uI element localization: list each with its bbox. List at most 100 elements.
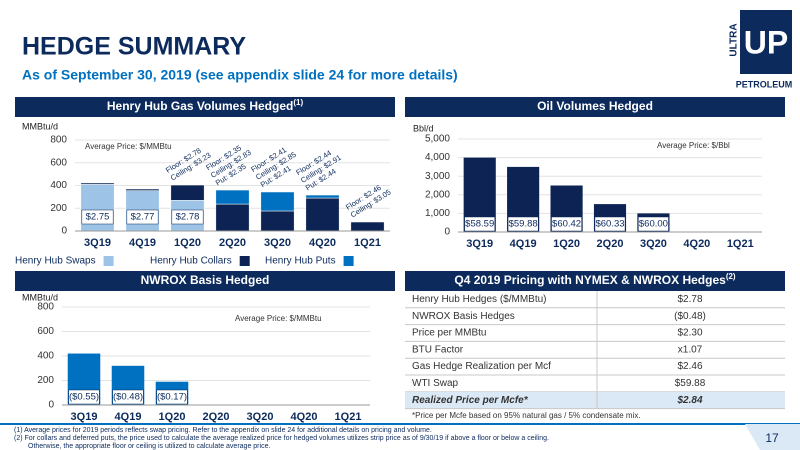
logo-mark: UP [744, 24, 788, 60]
y-tick-label: 2,000 [425, 189, 450, 200]
price-label-box [638, 216, 669, 232]
x-tick-label: 3Q19 [71, 411, 98, 423]
bar-segment [350, 221, 385, 232]
x-tick-label: 1Q21 [354, 237, 381, 249]
bar-segment [305, 194, 340, 199]
bar-segment [305, 197, 340, 232]
table-label: Price per MMBtu [412, 328, 486, 339]
price-label: $2.77 [131, 212, 155, 223]
table-label: Henry Hub Hedges ($/MMBtu) [412, 294, 547, 305]
y-tick-label: 0 [48, 400, 54, 411]
x-tick-label: 2Q20 [203, 411, 230, 423]
price-label-box [68, 389, 100, 405]
y-tick-label: 4,000 [425, 152, 450, 163]
y-tick-label: 200 [37, 375, 54, 386]
y-tick-label: 3,000 [425, 171, 450, 182]
x-tick-label: 3Q19 [466, 238, 493, 250]
bar-segment [260, 210, 295, 232]
panel-title: Q4 2019 Pricing with NYMEX & NWROX Hedge… [454, 272, 736, 287]
x-tick-label: 1Q20 [159, 411, 186, 423]
panel-title: Oil Volumes Hedged [537, 99, 653, 113]
y-tick-label: 800 [50, 135, 67, 146]
y-axis-label: MMBtu/d [22, 121, 58, 131]
price-label: $2.78 [176, 212, 200, 223]
table-label: NWROX Basis Hedges [412, 311, 515, 322]
x-tick-label: 4Q19 [115, 411, 142, 423]
y-tick-label: 200 [50, 203, 67, 214]
panel-title: NWROX Basis Hedged [141, 273, 270, 287]
legend-swatch [103, 256, 114, 266]
logo-box [740, 10, 792, 74]
y-tick-label: 0 [444, 227, 450, 238]
price-label: ($0.48) [113, 392, 143, 403]
panel-header [15, 97, 395, 117]
price-label: ($0.55) [69, 392, 99, 403]
table-value: $59.88 [675, 378, 706, 389]
price-label-box [126, 209, 159, 225]
panel-header [405, 97, 785, 117]
footnote: (1) Average prices for 2019 periods refl… [14, 427, 432, 434]
legend-label: Henry Hub Puts [265, 256, 336, 267]
x-tick-label: 1Q20 [174, 237, 201, 249]
x-tick-label: 3Q19 [84, 237, 111, 249]
y-tick-label: 400 [50, 180, 67, 191]
y-tick-label: 800 [37, 302, 54, 313]
table-value: $2.30 [677, 328, 702, 339]
bar-segment [80, 182, 115, 185]
price-label-box [594, 216, 626, 232]
slide-subtitle: As of September 30, 2019 (see appendix s… [22, 67, 458, 83]
table-footnote: *Price per Mcfe based on 95% natural gas… [412, 411, 641, 420]
x-tick-label: 1Q20 [553, 238, 580, 250]
x-tick-label: 4Q20 [291, 411, 318, 423]
panel-title: Henry Hub Gas Volumes Hedged(1) [107, 98, 304, 113]
price-label: $59.88 [509, 219, 538, 230]
x-tick-label: 1Q21 [335, 411, 362, 423]
table-label: Realized Price per Mcfe* [412, 395, 529, 406]
chart-note: Average Price: $/Bbl [657, 141, 730, 150]
price-label-box [507, 216, 539, 232]
table-value: $2.84 [676, 395, 702, 406]
page-number: 17 [765, 431, 779, 445]
y-axis-label: MMBtu/d [22, 292, 58, 302]
bar-segment [215, 203, 250, 232]
panel-title-note: (2) [726, 272, 736, 281]
x-tick-label: 3Q20 [640, 238, 667, 250]
legend-swatch [239, 256, 250, 266]
panel-title-text: NWROX Basis Hedged [141, 273, 270, 287]
legend-label: Henry Hub Swaps [15, 256, 96, 267]
x-tick-label: 4Q19 [129, 237, 156, 249]
y-tick-label: 0 [61, 226, 67, 237]
x-tick-label: 3Q20 [264, 237, 291, 249]
logo-side: ULTRA [729, 23, 740, 56]
table-label: Gas Hedge Realization per Mcf [412, 361, 551, 372]
logo-name: PETROLEUM [736, 79, 793, 89]
table-row-highlight [405, 391, 785, 409]
price-label-box [81, 209, 114, 225]
y-tick-label: 5,000 [425, 134, 450, 145]
y-tick-label: 600 [50, 157, 67, 168]
panel-header [405, 271, 785, 291]
price-label: $60.33 [595, 219, 624, 230]
x-tick-label: 4Q19 [510, 238, 537, 250]
table-value: $2.46 [677, 361, 702, 372]
price-label: $60.42 [552, 219, 581, 230]
price-label-box [551, 216, 582, 232]
price-label-box [112, 389, 144, 405]
price-label: $60.00 [639, 219, 668, 230]
panel-header [15, 271, 395, 291]
bar-segment [215, 189, 250, 205]
table-label: WTI Swap [412, 378, 459, 389]
y-axis-label: Bbl/d [413, 123, 434, 133]
footnote: Otherwise, the appropriate floor or ceil… [28, 443, 270, 450]
y-tick-label: 400 [37, 351, 54, 362]
legend-swatch [343, 256, 354, 266]
x-tick-label: 1Q21 [727, 238, 754, 250]
x-tick-label: 4Q20 [683, 238, 710, 250]
table-value: x1.07 [678, 344, 703, 355]
chart-note: Average Price: $/MMBtu [85, 142, 172, 151]
bar-segment [170, 184, 205, 201]
table-value: $2.78 [677, 294, 702, 305]
price-label: $2.75 [86, 212, 110, 223]
